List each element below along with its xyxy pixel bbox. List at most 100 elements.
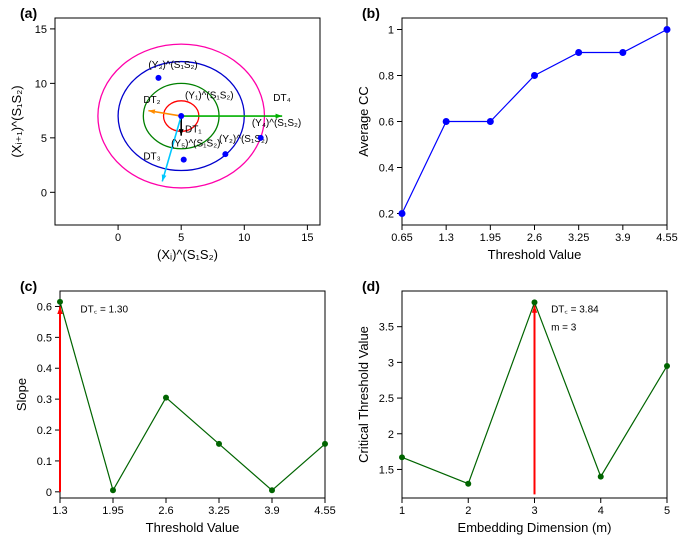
annotation: DT꜀ = 1.30 xyxy=(80,305,128,316)
x-tick-label: 2.6 xyxy=(158,505,173,517)
y-tick-label: 2.5 xyxy=(379,393,394,405)
y-tick-label: 0.3 xyxy=(37,394,52,406)
panel-d: (d)123451.522.533.5Embedding Dimension (… xyxy=(342,273,685,547)
series-marker xyxy=(532,299,538,305)
panel-a: (a) 0 5 10 15 0 5 10 15 (Xᵢ)^(S₁S₂) (Xᵢ₊₁)^(S₁S₂) D… xyxy=(0,0,342,273)
plot-frame xyxy=(60,291,325,498)
series-marker xyxy=(664,363,670,369)
y-tick-label: 0.1 xyxy=(37,456,52,468)
y-tick-label: 3 xyxy=(388,357,394,369)
panel-b: (b) 0.65 1.3 1.95 2.6 3.25 3.9 4.55 0.2 0.4 0.6 0.8… xyxy=(342,0,685,273)
series-marker xyxy=(465,481,471,487)
series-marker xyxy=(216,441,222,447)
series-marker xyxy=(110,487,116,493)
x-tick-label: 1.3 xyxy=(439,232,454,244)
series-marker xyxy=(322,441,328,447)
dt-arrow-label: DT₂ xyxy=(143,95,160,106)
y-tick-label: 10 xyxy=(35,78,47,90)
panel-d-svg: (d)123451.522.533.5Embedding Dimension (… xyxy=(342,273,685,547)
panel-label: (c) xyxy=(20,278,37,294)
x-tick-label: 2.6 xyxy=(527,232,542,244)
data-point xyxy=(178,113,184,119)
series-marker xyxy=(531,72,538,79)
point-label: (Y₃)^(S₁S₂) xyxy=(148,60,197,71)
point-label: (Y₅)^(S₁S₂) xyxy=(171,139,220,150)
panel-c: (c)1.31.952.63.253.94.5500.10.20.30.40.5… xyxy=(0,273,342,547)
y-tick-label: 0.8 xyxy=(379,71,394,83)
x-axis-title: Threshold Value xyxy=(146,520,240,535)
panel-a-svg: (a) 0 5 10 15 0 5 10 15 (Xᵢ)^(S₁S₂) (Xᵢ₊₁)^(S₁S₂) D… xyxy=(0,0,342,273)
y-axis-title: (Xᵢ₊₁)^(S₁S₂) xyxy=(9,85,24,157)
figure-grid: (a)051015051015(Xᵢ)^(S₁S₂)(Xᵢ₊₁)^(S₁S₂)D… xyxy=(0,0,685,547)
x-tick-label: 10 xyxy=(238,232,250,244)
x-tick-label: 0 xyxy=(115,232,121,244)
series-marker xyxy=(575,49,582,56)
series-marker xyxy=(664,26,671,33)
x-tick-label: 0.65 xyxy=(391,232,412,244)
y-tick-label: 0.2 xyxy=(37,425,52,437)
dt-arrow-label: DT₄ xyxy=(273,93,290,104)
x-tick-label: 3.25 xyxy=(568,232,589,244)
arrow-head-icon xyxy=(162,174,167,181)
y-tick-label: 5 xyxy=(41,133,47,145)
x-tick-label: 4.55 xyxy=(314,505,335,517)
series-marker xyxy=(163,395,169,401)
series-line xyxy=(60,302,325,490)
series-marker xyxy=(619,49,626,56)
panel-label: (a) xyxy=(20,5,37,21)
series-marker xyxy=(443,118,450,125)
x-axis-title: (Xᵢ)^(S₁S₂) xyxy=(157,247,218,262)
y-tick-label: 3.5 xyxy=(379,322,394,334)
series-line xyxy=(402,30,667,214)
panel-label: (d) xyxy=(362,278,380,294)
x-tick-label: 3.25 xyxy=(208,505,229,517)
x-tick-label: 3 xyxy=(531,505,537,517)
x-tick-label: 1.3 xyxy=(52,505,67,517)
x-tick-label: 15 xyxy=(301,232,313,244)
y-tick-label: 1 xyxy=(388,25,394,37)
x-tick-label: 1.95 xyxy=(480,232,501,244)
y-axis-title: Critical Threshold Value xyxy=(356,326,371,463)
x-tick-label: 4.55 xyxy=(656,232,677,244)
y-tick-label: 2 xyxy=(388,429,394,441)
x-axis-title: Threshold Value xyxy=(488,247,582,262)
data-point xyxy=(155,75,161,81)
y-axis-title: Slope xyxy=(14,378,29,411)
y-tick-label: 0.4 xyxy=(37,363,52,375)
series-marker xyxy=(487,118,494,125)
dt-arrow-label: DT₁ xyxy=(185,124,202,135)
x-tick-label: 3.9 xyxy=(615,232,630,244)
y-axis-title: Average CC xyxy=(356,86,371,157)
x-tick-label: 5 xyxy=(664,505,670,517)
data-point xyxy=(258,135,264,141)
plot-frame xyxy=(402,18,667,225)
y-tick-label: 0.5 xyxy=(37,332,52,344)
data-point xyxy=(222,151,228,157)
y-tick-label: 0.2 xyxy=(379,209,394,221)
dt-arrow-label: DT₃ xyxy=(143,152,160,163)
series-marker xyxy=(269,487,275,493)
annotation: DT꜀ = 3.84 xyxy=(551,304,599,315)
y-tick-label: 0.6 xyxy=(379,117,394,129)
arrow-head-icon xyxy=(179,129,184,136)
point-label: (Y₄)^(S₁S₂) xyxy=(252,118,301,129)
y-tick-label: 15 xyxy=(35,24,47,36)
y-tick-label: 0 xyxy=(46,487,52,499)
series-marker xyxy=(598,474,604,480)
x-tick-label: 4 xyxy=(598,505,604,517)
y-tick-label: 0.6 xyxy=(37,301,52,313)
point-label: (Y₁)^(S₁S₂) xyxy=(185,91,234,102)
series-marker xyxy=(399,210,406,217)
series-marker xyxy=(57,299,63,305)
x-tick-label: 3.9 xyxy=(264,505,279,517)
x-tick-label: 5 xyxy=(178,232,184,244)
y-tick-label: 1.5 xyxy=(379,464,394,476)
data-point xyxy=(181,157,187,163)
y-tick-label: 0.4 xyxy=(379,163,394,175)
panel-b-svg: (b) 0.65 1.3 1.95 2.6 3.25 3.9 4.55 0.2 0.4 0.6 0.8… xyxy=(342,0,685,273)
panel-label: (b) xyxy=(362,5,380,21)
annotation: m = 3 xyxy=(551,322,577,333)
series-marker xyxy=(399,454,405,460)
y-tick-label: 0 xyxy=(41,187,47,199)
panel-c-svg: (c)1.31.952.63.253.94.5500.10.20.30.40.5… xyxy=(0,273,342,547)
